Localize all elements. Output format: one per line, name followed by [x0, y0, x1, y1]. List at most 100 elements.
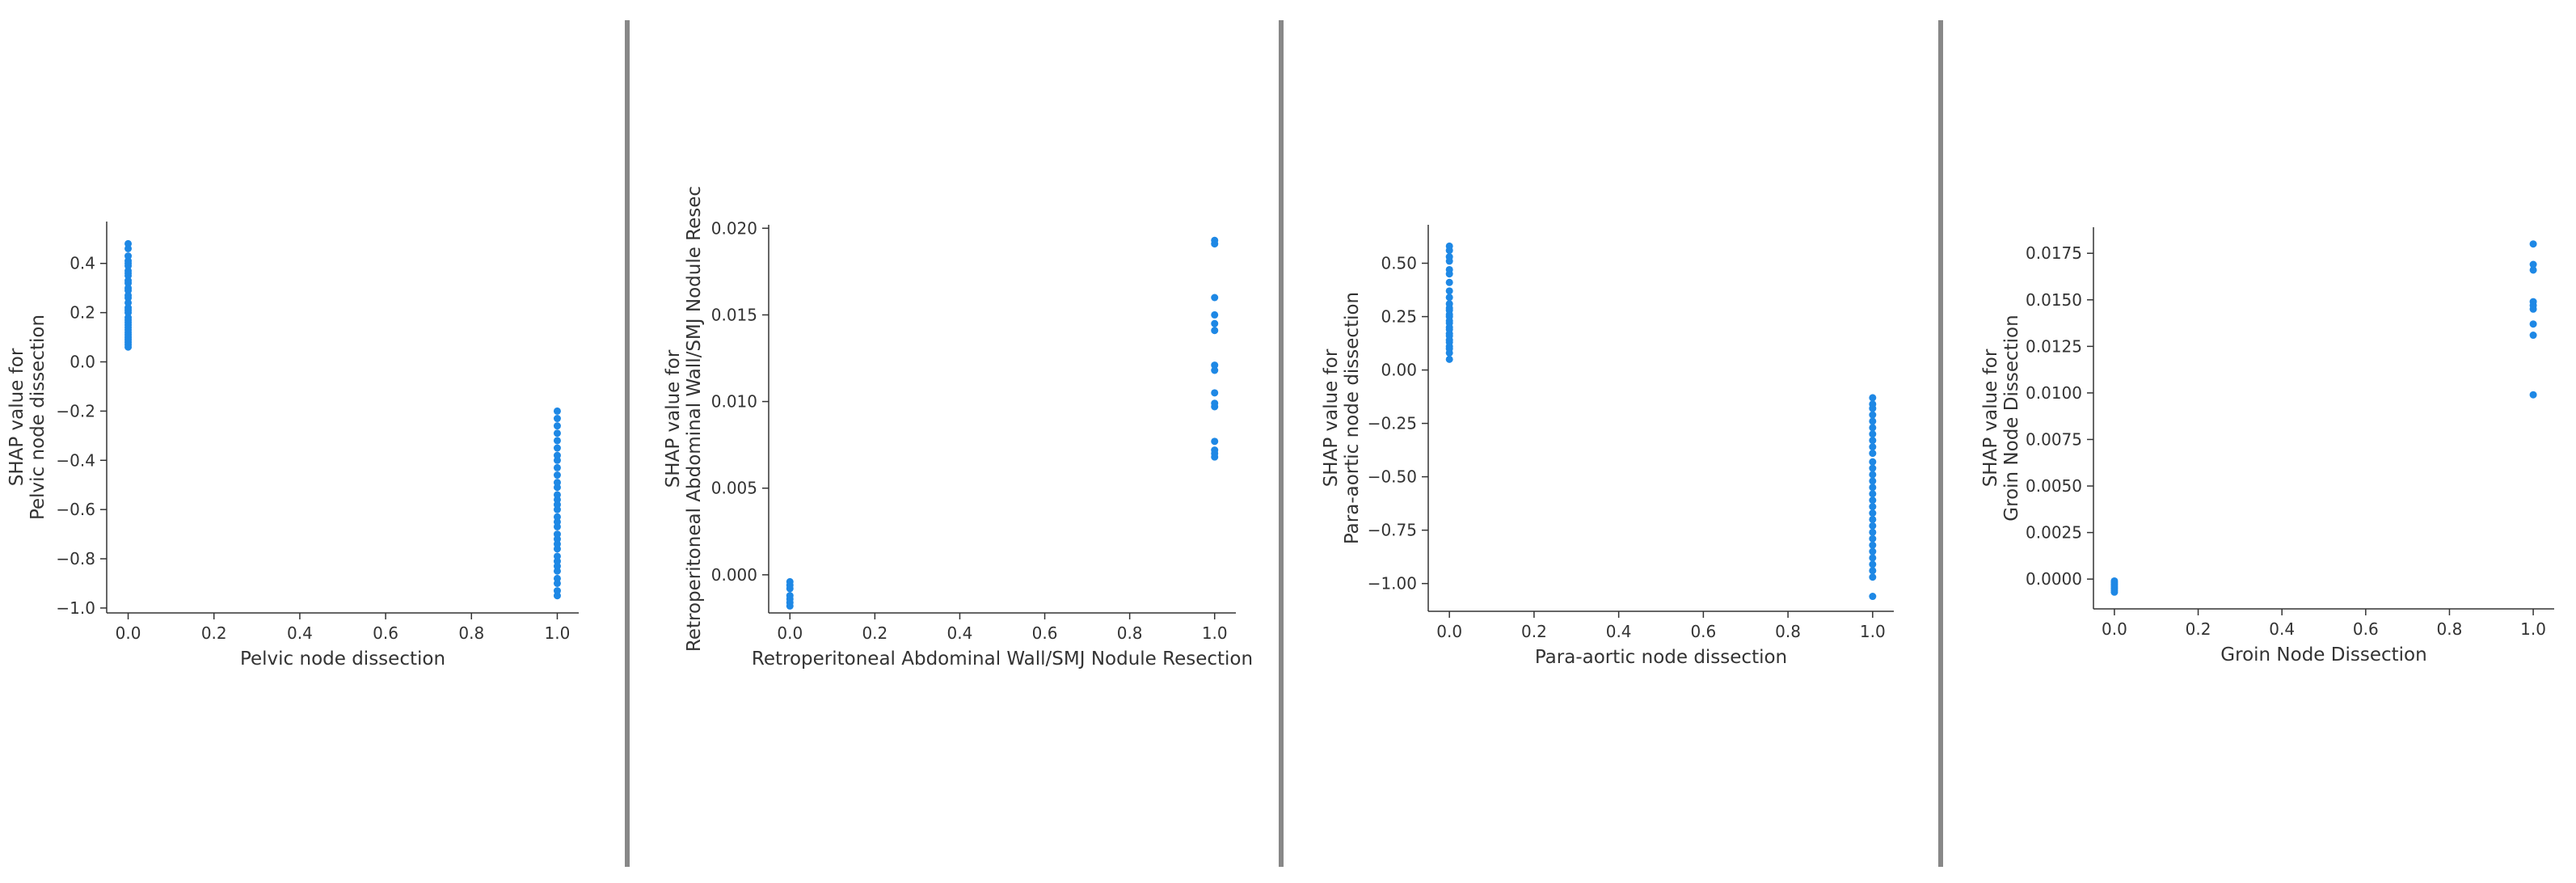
- data-point: [553, 422, 561, 430]
- x-tick-label: 0.0: [2102, 619, 2127, 639]
- data-point: [553, 463, 561, 471]
- data-point: [1869, 573, 1877, 581]
- data-point: [1869, 458, 1877, 466]
- data-point: [1869, 554, 1877, 562]
- x-tick-label: 0.6: [1032, 623, 1058, 643]
- x-tick-label: 1.0: [1202, 623, 1228, 643]
- x-tick-label: 0.2: [2186, 619, 2211, 639]
- data-point: [553, 579, 561, 587]
- data-point: [1869, 464, 1877, 472]
- data-point: [1445, 355, 1453, 363]
- y-tick-label: 0.0000: [2026, 569, 2082, 589]
- data-point: [1211, 240, 1219, 248]
- data-point: [553, 484, 561, 492]
- data-point: [1211, 311, 1219, 319]
- y-tick-label: 0.015: [711, 305, 757, 324]
- data-point: [1445, 270, 1453, 278]
- data-point: [2529, 240, 2537, 248]
- data-point: [1869, 515, 1877, 523]
- y-tick-label: 0.0050: [2026, 476, 2082, 496]
- data-point: [553, 429, 561, 437]
- x-axis-label: Pelvic node dissection: [240, 649, 445, 670]
- data-point: [1869, 567, 1877, 575]
- data-point: [2529, 391, 2537, 399]
- x-tick-label: 1.0: [2520, 619, 2546, 639]
- y-tick-label: 0.0075: [2026, 429, 2082, 449]
- data-point: [1869, 404, 1877, 412]
- x-tick-label: 0.2: [201, 623, 227, 643]
- x-axis-label: Retroperitoneal Abdominal Wall/SMJ Nodul…: [752, 649, 1253, 670]
- data-point: [1445, 294, 1453, 302]
- data-point: [1869, 417, 1877, 425]
- data-point: [1869, 528, 1877, 536]
- y-tick-label: 0.00: [1381, 361, 1417, 380]
- x-tick-label: 0.8: [1775, 622, 1801, 641]
- data-point: [553, 522, 561, 530]
- data-point: [553, 471, 561, 480]
- data-point: [786, 585, 794, 593]
- y-tick-label: −0.75: [1368, 521, 1417, 540]
- scatter-points: [124, 239, 561, 600]
- data-point: [1869, 490, 1877, 498]
- data-point: [1869, 411, 1877, 419]
- data-point: [553, 437, 561, 445]
- y-tick-label: 0.0100: [2026, 383, 2082, 403]
- y-tick-label: −0.2: [56, 401, 95, 420]
- data-point: [1869, 450, 1877, 458]
- y-axis-label-line2: Retroperitoneal Abdominal Wall/SMJ Nodul…: [684, 186, 705, 652]
- y-tick-label: −0.25: [1368, 414, 1417, 433]
- chart-panel-2: 0.0 0.2 0.4 0.6 0.8 1.0 0.000 0.005 0.010 0.015 0.…: [663, 186, 1253, 670]
- data-point: [553, 456, 561, 464]
- y-axis-label-line2: Pelvic node dissection: [27, 315, 48, 520]
- chart-panel-4: 0.0 0.2 0.4 0.6 0.8 1.0 0.0000 0.0025 0.0050 0.00…: [1980, 227, 2554, 665]
- data-point: [553, 567, 561, 575]
- data-point: [1869, 534, 1877, 543]
- y-axis-label-line2: Para-aortic node dissection: [1342, 292, 1363, 544]
- data-point: [1869, 560, 1877, 568]
- data-point: [124, 244, 133, 252]
- y-axis-label-line1: SHAP value for: [663, 349, 684, 488]
- y-axis-label-line1: SHAP value for: [6, 348, 27, 486]
- data-point: [553, 407, 561, 415]
- y-axis-label-line2: Groin Node Dissection: [2001, 315, 2022, 521]
- y-tick-label: 0.020: [711, 218, 757, 238]
- data-point: [1869, 437, 1877, 445]
- chart-panel-1: 0.0 0.2 0.4 0.6 0.8 1.0 −1.0 −0.8 −0.6 −0.4 −0.2 0.…: [6, 222, 579, 670]
- data-point: [1869, 424, 1877, 432]
- y-tick-label: 0.0125: [2026, 336, 2082, 356]
- x-axis-label: Groin Node Dissection: [2220, 644, 2426, 665]
- y-tick-label: 0.50: [1381, 254, 1417, 273]
- x-tick-label: 0.8: [2437, 619, 2463, 639]
- scatter-points: [786, 236, 1219, 610]
- data-point: [1211, 319, 1219, 327]
- data-point: [1869, 394, 1877, 402]
- data-point: [553, 545, 561, 553]
- x-tick-label: 0.2: [1521, 622, 1547, 641]
- x-tick-label: 0.2: [862, 623, 887, 643]
- data-point: [1869, 541, 1877, 549]
- x-tick-label: 1.0: [1860, 622, 1886, 641]
- data-point: [786, 602, 794, 610]
- data-point: [2529, 320, 2537, 328]
- data-point: [2529, 260, 2537, 268]
- data-point: [1869, 503, 1877, 511]
- data-point: [124, 343, 133, 351]
- x-axis-label: Para-aortic node dissection: [1535, 647, 1787, 668]
- x-tick-label: 0.4: [2269, 619, 2295, 639]
- chart-panel-3: 0.0 0.2 0.4 0.6 0.8 1.0 −1.00 −0.75 −0.50 −0.25 0.…: [1321, 225, 1894, 668]
- data-point: [1211, 389, 1219, 397]
- y-tick-label: 0.010: [711, 392, 757, 412]
- data-point: [1869, 522, 1877, 530]
- data-point: [1211, 294, 1219, 302]
- y-tick-label: −1.0: [56, 598, 95, 618]
- data-point: [1869, 477, 1877, 485]
- data-point: [1869, 593, 1877, 601]
- data-point: [553, 505, 561, 513]
- data-point: [553, 444, 561, 452]
- data-point: [1869, 509, 1877, 518]
- y-tick-label: −0.8: [56, 549, 95, 568]
- scatter-points: [2110, 240, 2537, 596]
- y-tick-label: 0.0: [70, 353, 95, 372]
- x-tick-label: 0.6: [1690, 622, 1716, 641]
- data-point: [1445, 349, 1453, 357]
